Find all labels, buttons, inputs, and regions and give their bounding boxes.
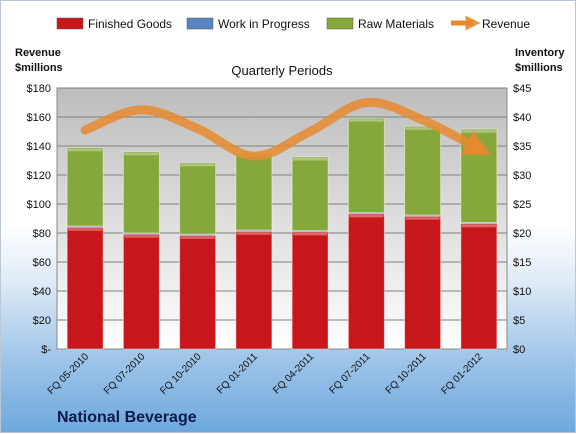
left-axis-title-line1: Revenue [15,47,61,59]
revenue-point [422,119,423,120]
x-tick-label: FQ 01-2011 [215,351,260,396]
bar-finished-goods [291,231,329,350]
revenue-point [478,148,479,149]
bar-highlight [293,232,328,236]
bar-highlight [68,228,103,231]
x-tick-label: FQ 01-2012 [439,351,485,397]
bar-raw-materials [122,151,160,234]
right-axis-title-line2: $millions [515,62,563,74]
x-tick-label: FQ 10-2010 [158,351,204,397]
bar-highlight [349,214,384,218]
bar-highlight [405,127,440,130]
right-tick-label: $20 [513,228,531,240]
x-tick-label: FQ 05-2010 [46,351,92,397]
bar-highlight [461,130,496,133]
legend-label: Work in Progress [218,17,310,31]
x-axis-ticks: FQ 05-2010 FQ 07-2010 FQ 10-2010 FQ 01-2011… [46,351,486,397]
left-tick-label: $- [41,344,51,356]
x-tick-label: FQ 07-2010 [102,351,148,397]
legend: Finished Goods Work in Progress Raw Materi… [56,15,530,31]
right-tick-label: $30 [513,170,531,182]
left-axis-title-line2: $millions [15,62,63,74]
bar-highlight [68,148,103,152]
legend-label: Raw Materials [358,17,434,31]
legend-swatch-work-in-progress [186,17,214,30]
left-tick-label: $60 [33,257,51,269]
bar-highlight [124,152,159,156]
bar-highlight [236,232,271,235]
chart-subtitle: Quarterly Periods [231,63,333,78]
left-tick-label: $80 [33,228,51,240]
right-tick-label: $15 [513,257,531,269]
bar-raw-materials [179,162,217,235]
bar-finished-goods [122,233,160,350]
right-tick-label: $25 [513,199,531,211]
bar-finished-goods [235,230,273,350]
bar-highlight [293,158,328,161]
left-axis-ticks: $- $20 $40 $60 $80 $100 $120 $140 $160 $180 [27,83,52,356]
revenue-line-group [80,97,491,161]
bar-raw-materials [404,125,442,216]
revenue-line [80,97,491,161]
revenue-point [197,128,198,129]
x-tick-label: FQ 10-2011 [384,351,429,396]
right-axis-title-line1: Inventory [515,47,565,59]
legend-label: Revenue [482,17,530,31]
legend-swatch-raw-materials [326,17,354,30]
company-name: National Beverage [57,409,197,426]
left-tick-label: $100 [27,199,51,211]
bar-highlight [180,236,215,239]
bar-raw-materials [291,156,329,232]
right-tick-label: $10 [513,286,531,298]
legend-swatch-finished-goods [56,17,84,30]
bar-work-in-progress [404,214,442,217]
bar-finished-goods [460,223,498,350]
revenue-point [310,131,311,132]
right-tick-label: $40 [513,112,531,124]
left-tick-label: $160 [27,112,51,124]
bar-finished-goods [404,215,442,350]
x-tick-label: FQ 07-2011 [328,351,373,396]
bar-raw-materials [235,152,273,231]
bar-finished-goods [66,226,104,350]
bar-finished-goods [179,234,217,350]
bar-highlight [180,163,215,167]
revenue-point [85,130,86,131]
revenue-point [141,109,142,110]
bar-raw-materials [66,147,104,227]
bars [66,117,498,350]
right-tick-label: $5 [513,315,525,327]
bar-highlight [349,119,384,122]
left-tick-label: $140 [27,141,51,153]
left-tick-label: $40 [33,286,51,298]
right-axis-ticks: $0 $5 $10 $15 $20 $25 $30 $35 $40 $45 [513,83,531,356]
x-tick-label: FQ 04-2011 [271,351,316,396]
left-tick-label: $180 [27,83,51,95]
right-tick-label: $45 [513,83,531,95]
right-tick-label: $35 [513,141,531,153]
legend-label: Finished Goods [88,17,172,31]
bar-raw-materials [347,117,385,214]
left-tick-label: $120 [27,170,51,182]
left-tick-label: $20 [33,315,51,327]
revenue-point [253,156,254,157]
bar-highlight [461,224,496,228]
bar-highlight [405,217,440,220]
revenue-point [366,102,367,103]
bar-finished-goods [347,213,385,350]
bar-highlight [124,235,159,238]
right-tick-label: $0 [513,344,525,356]
